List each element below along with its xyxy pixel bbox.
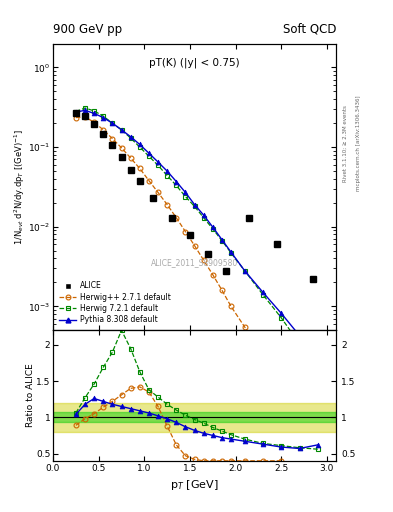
Text: ALICE_2011_S8909580: ALICE_2011_S8909580 xyxy=(151,258,238,267)
Bar xyxy=(53,403,336,432)
Text: pT(K) (|y| < 0.75): pT(K) (|y| < 0.75) xyxy=(149,58,240,69)
X-axis label: p$_T$ [GeV]: p$_T$ [GeV] xyxy=(170,478,219,492)
Y-axis label: 1/N$_{evt}$ d$^2$N/dy.dp$_T$ [(GeV)$^{-1}$]: 1/N$_{evt}$ d$^2$N/dy.dp$_T$ [(GeV)$^{-1… xyxy=(12,129,27,245)
Y-axis label: Ratio to ALICE: Ratio to ALICE xyxy=(26,364,35,428)
Legend: ALICE, Herwig++ 2.7.1 default, Herwig 7.2.1 default, Pythia 8.308 default: ALICE, Herwig++ 2.7.1 default, Herwig 7.… xyxy=(57,279,173,327)
Text: Rivet 3.1.10; ≥ 2.3M events: Rivet 3.1.10; ≥ 2.3M events xyxy=(343,105,348,182)
Text: mcplots.cern.ch [arXiv:1306.3436]: mcplots.cern.ch [arXiv:1306.3436] xyxy=(356,96,361,191)
Text: Soft QCD: Soft QCD xyxy=(283,23,336,36)
Text: 900 GeV pp: 900 GeV pp xyxy=(53,23,122,36)
Bar xyxy=(53,412,336,422)
